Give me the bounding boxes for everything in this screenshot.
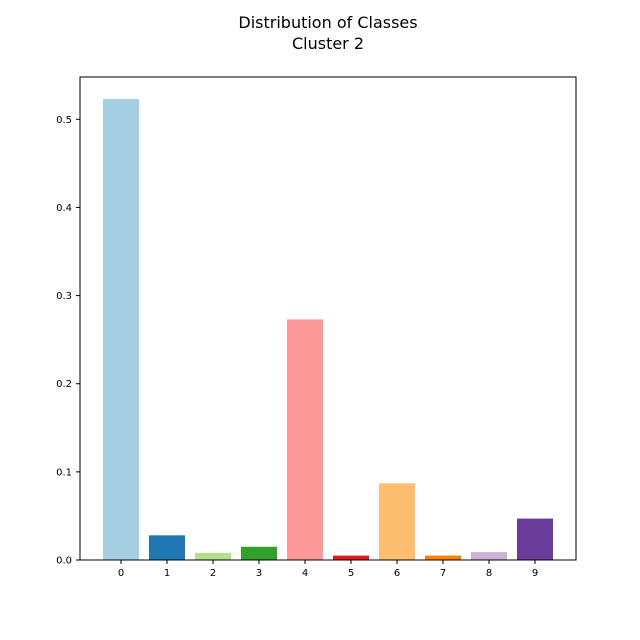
x-tick-label: 2 [210,568,216,579]
bars-group [103,99,553,560]
bar-class-3 [241,546,277,560]
chart-title: Distribution of Classes [238,13,417,32]
y-axis: 0.0 0.1 0.2 0.3 0.4 0.5 [56,115,80,567]
bar-class-8 [471,552,507,560]
x-tick-label: 1 [164,568,170,579]
x-tick-label: 6 [394,568,400,579]
y-tick-label: 0.1 [56,467,72,478]
bar-class-1 [149,535,185,560]
x-tick-label: 8 [486,568,492,579]
y-tick-label: 0.3 [56,291,72,302]
y-tick-label: 0.4 [56,203,72,214]
bar-class-9 [517,518,553,560]
y-tick-label: 0.5 [56,115,72,126]
plot-frame [79,76,577,561]
x-axis: 0 1 2 3 4 5 6 7 8 9 [118,560,538,579]
bar-class-5 [333,555,369,560]
x-tick-label: 0 [118,568,124,579]
y-tick-label: 0.2 [56,379,72,390]
x-tick-label: 7 [440,568,446,579]
bar-class-2 [195,552,231,560]
bar-class-7 [425,555,461,560]
x-tick-label: 9 [532,568,538,579]
x-tick-label: 3 [256,568,262,579]
bar-class-0 [103,99,139,560]
bar-class-6 [379,483,415,560]
bar-class-4 [287,319,323,560]
y-tick-label: 0.0 [56,556,72,567]
x-tick-label: 4 [302,568,308,579]
x-tick-label: 5 [348,568,354,579]
chart-subtitle: Cluster 2 [292,34,364,53]
